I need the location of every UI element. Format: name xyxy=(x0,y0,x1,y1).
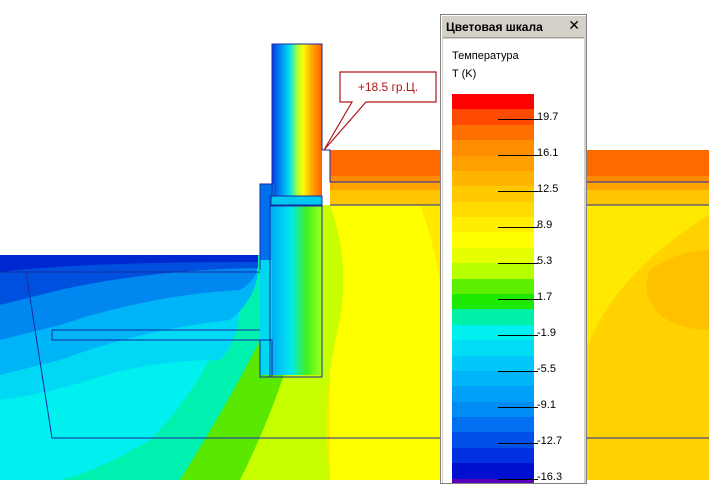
color-band xyxy=(452,355,534,372)
color-scale-titlebar[interactable]: Цветовая шкала ✕ xyxy=(443,17,584,38)
color-band xyxy=(452,432,534,449)
color-band xyxy=(452,340,534,357)
scale-tick-label: 12.5 xyxy=(537,183,559,195)
color-band xyxy=(452,232,534,249)
scale-tick-label: -5.5 xyxy=(537,363,556,375)
close-icon[interactable]: ✕ xyxy=(568,18,580,34)
color-scale-panel: Температура T (K) 19.7 16.1 12.5 8.9 5.3 1.7 -… xyxy=(443,39,584,483)
scale-tick xyxy=(498,263,538,264)
color-band xyxy=(452,140,534,157)
color-band xyxy=(452,309,534,326)
color-band xyxy=(452,463,534,480)
scale-tick xyxy=(498,407,538,408)
parameter-label: Температура xyxy=(452,50,519,62)
scale-tick-label: -9.1 xyxy=(537,399,556,411)
color-band xyxy=(452,370,534,387)
color-band xyxy=(452,247,534,264)
scale-tick-label: 16.1 xyxy=(537,147,559,159)
color-band xyxy=(452,278,534,295)
color-band xyxy=(452,263,534,280)
scale-tick xyxy=(498,119,538,120)
color-scale-title: Цветовая шкала xyxy=(446,20,543,34)
color-band xyxy=(452,401,534,418)
temperature-callout xyxy=(323,71,437,151)
scale-tick-label: -1.9 xyxy=(537,327,556,339)
color-band xyxy=(452,417,534,433)
color-band xyxy=(452,447,534,464)
color-band xyxy=(452,186,534,203)
color-band xyxy=(452,94,534,110)
scale-tick-label: 1.7 xyxy=(537,291,553,303)
color-band xyxy=(452,201,534,218)
scale-tick-label: 19.7 xyxy=(537,111,559,123)
color-bands xyxy=(452,94,534,483)
color-band xyxy=(452,109,534,126)
scale-tick xyxy=(498,227,538,228)
color-band xyxy=(452,294,534,310)
scale-tick-label: -16.3 xyxy=(537,471,563,483)
unit-label: T (K) xyxy=(452,68,477,80)
scale-tick xyxy=(498,443,538,444)
color-band xyxy=(452,124,534,141)
scale-tick xyxy=(498,299,538,300)
color-scale-window[interactable]: Цветовая шкала ✕ Температура T (K) 19.7 1… xyxy=(440,14,587,484)
scale-tick-label: -12.7 xyxy=(537,435,563,447)
scale-tick-label: 5.3 xyxy=(537,255,553,267)
color-band xyxy=(452,324,534,341)
color-band xyxy=(452,386,534,403)
color-band xyxy=(452,217,534,233)
color-band xyxy=(452,170,534,187)
scale-tick xyxy=(498,335,538,336)
scale-tick xyxy=(498,191,538,192)
scale-tick-label: 8.9 xyxy=(537,219,553,231)
scale-tick xyxy=(498,155,538,156)
color-band xyxy=(452,155,534,172)
scale-tick xyxy=(498,371,538,372)
